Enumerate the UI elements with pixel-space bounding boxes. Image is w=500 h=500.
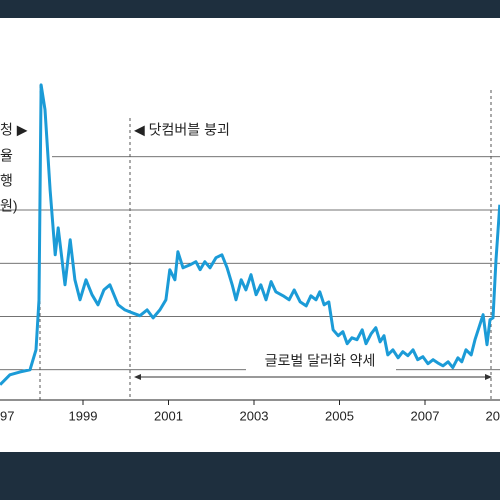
x-tick-label: 2007 [411,408,440,423]
annotation: ◀ 닷컴버블 붕괴 [134,122,230,138]
x-tick-label: 2005 [325,408,354,423]
label-background [246,351,396,371]
annotation: 원) [0,198,18,214]
grid [0,156,500,371]
chart-background [0,18,500,452]
x-tick-label: 2001 [154,408,183,423]
annotation: 청 ▶ [0,122,28,138]
x-tick-label: 20 [486,408,500,423]
x-tick-label: 97 [0,408,14,423]
x-tick-label: 1999 [69,408,98,423]
annotation: 행 [0,173,13,189]
x-tick-label: 2003 [240,408,269,423]
data-line [0,83,500,386]
annotation: 율 [0,148,13,164]
annotation: 글로벌 달러화 약세 [265,353,376,369]
